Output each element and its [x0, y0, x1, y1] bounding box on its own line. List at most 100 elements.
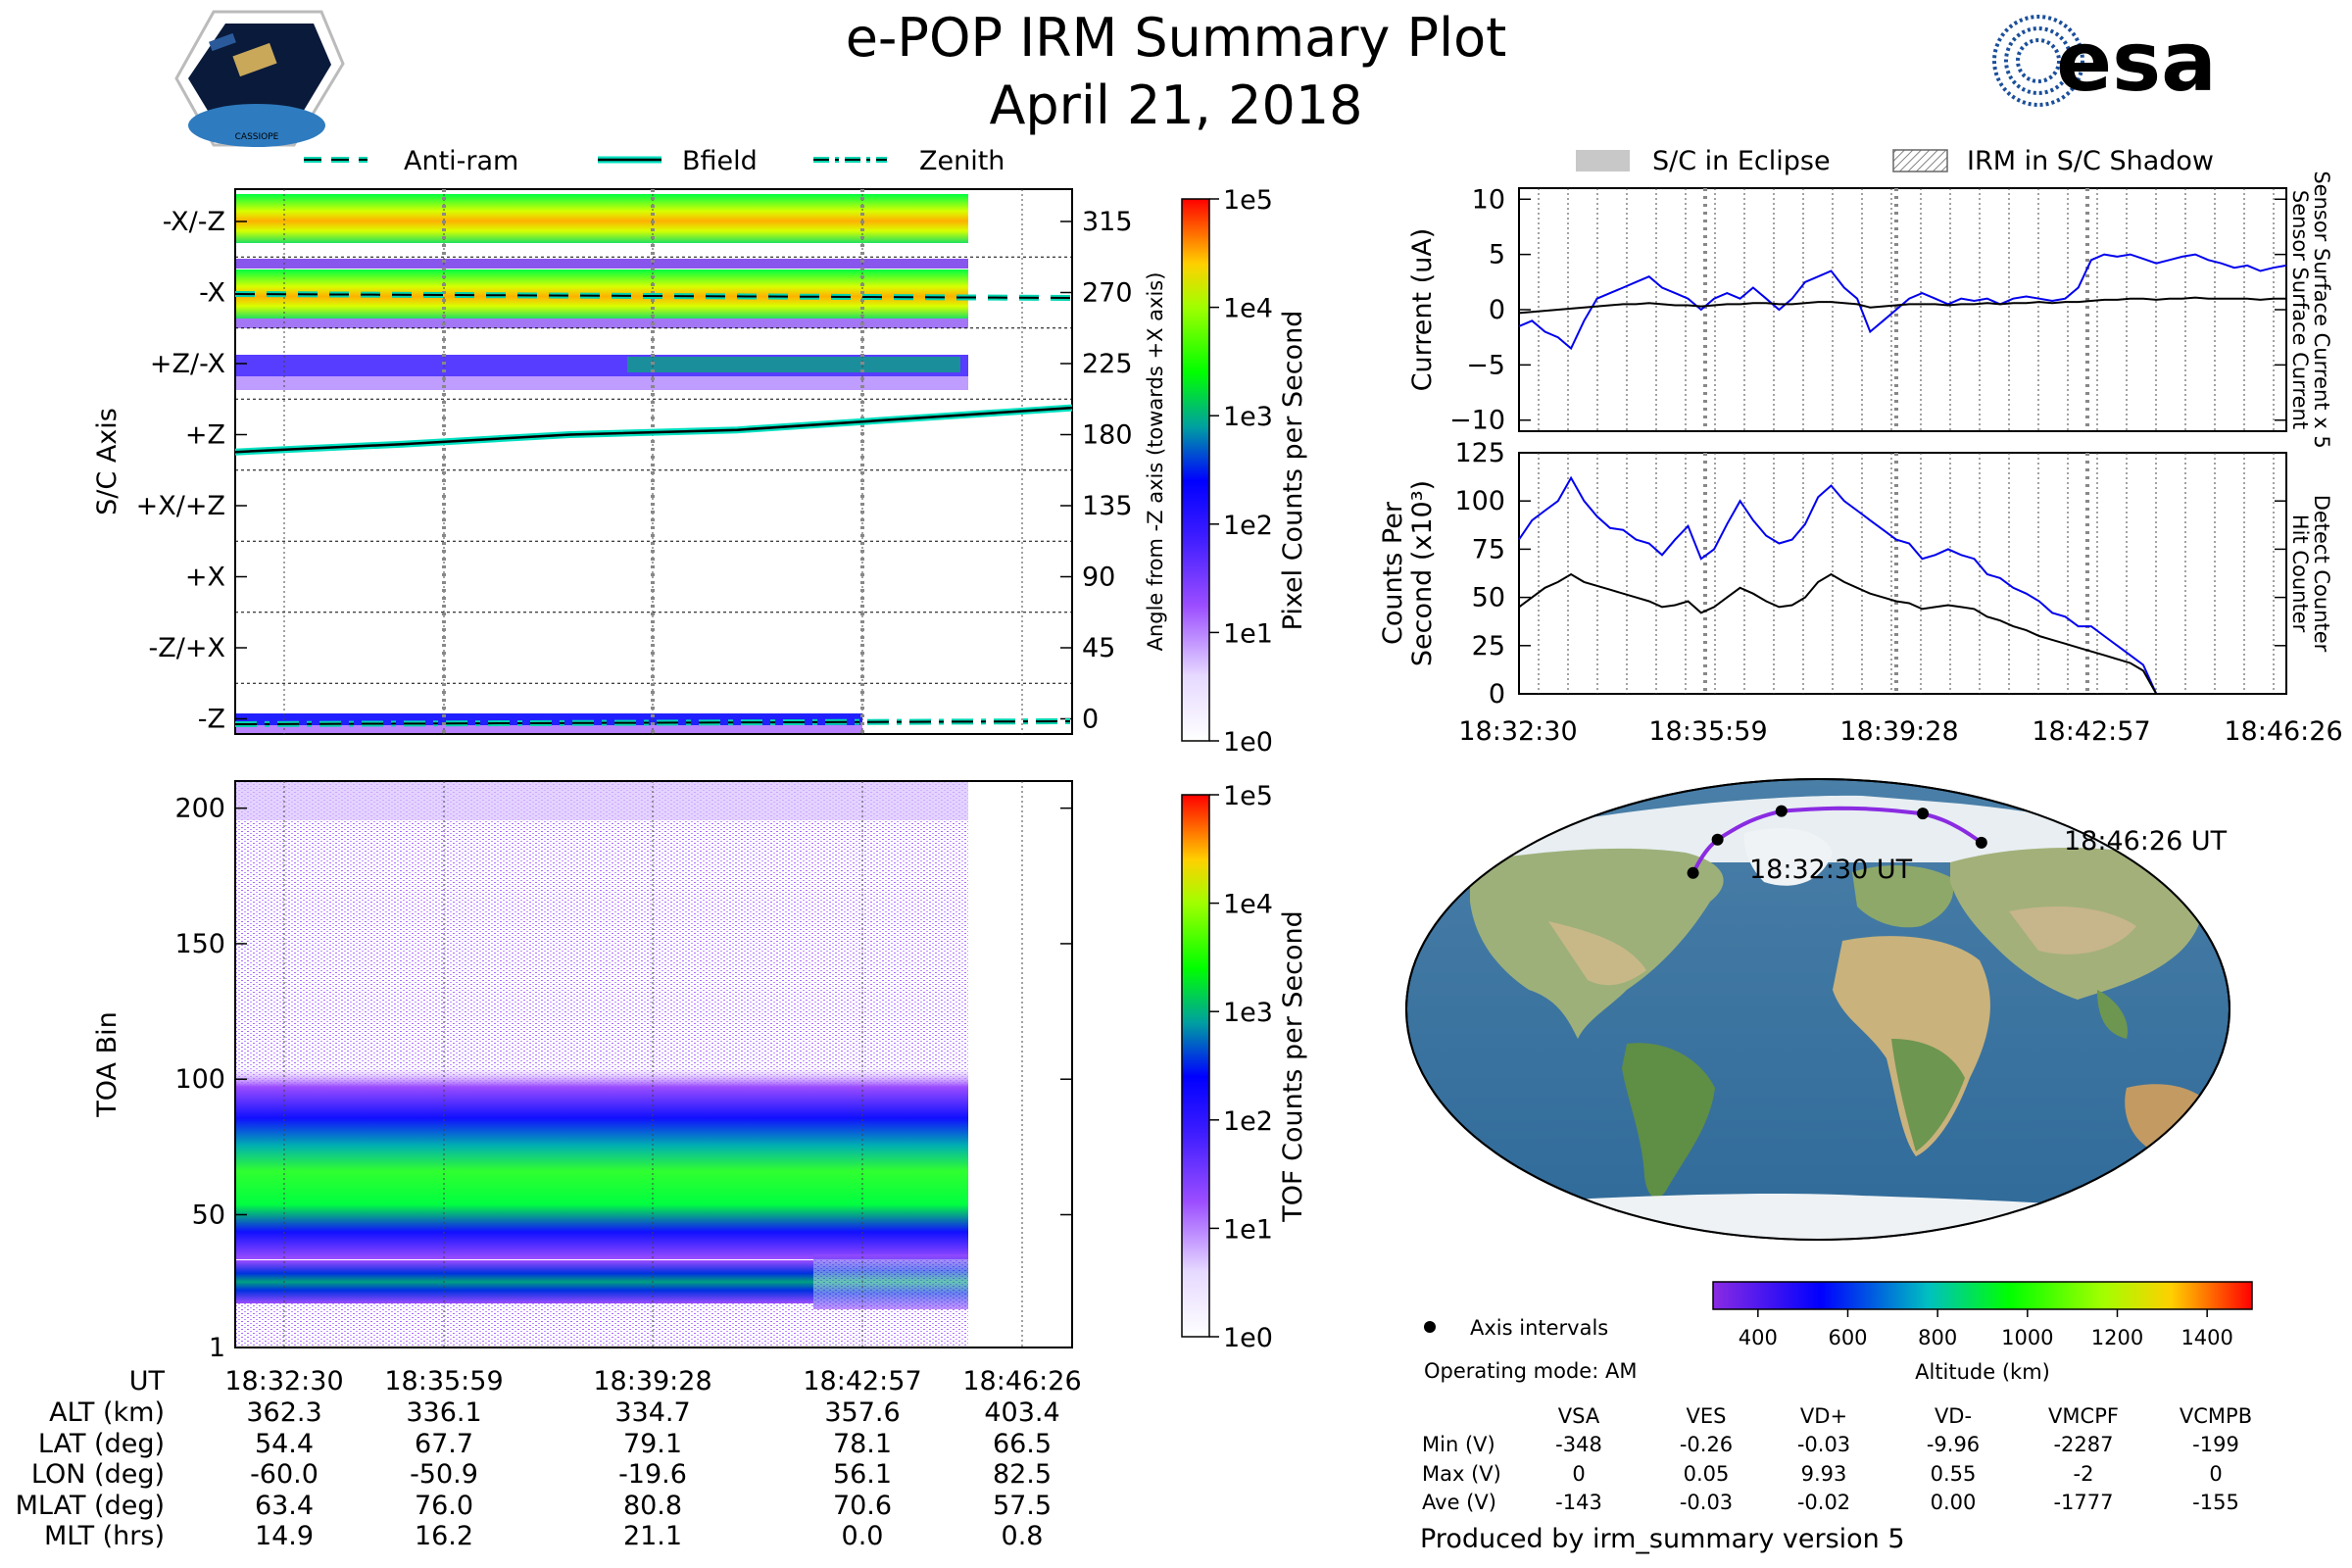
orbit-interval-dot — [1917, 808, 1930, 820]
colorbar-tick: 1e2 — [1223, 511, 1273, 541]
legend-eclipse: S/C in Eclipse — [1652, 146, 1831, 176]
sc-axis-angle-tick: 90 — [1082, 563, 1115, 593]
toa-main-band — [235, 1063, 968, 1259]
ut-cell: 18:46:26 — [962, 1366, 1081, 1396]
esa-logo: esa — [1992, 14, 2217, 110]
ut-cell: 67.7 — [415, 1429, 473, 1459]
voltage-cell: 0.00 — [1931, 1491, 1977, 1514]
ut-row-label: MLAT (deg) — [16, 1491, 165, 1521]
ut-cell: 16.2 — [415, 1521, 473, 1551]
voltage-row-label: Ave (V) — [1422, 1491, 1496, 1514]
ut-row-label: UT — [129, 1366, 166, 1396]
colorbar-tick: 1e3 — [1223, 998, 1273, 1028]
voltage-cell: -2 — [2074, 1462, 2094, 1486]
ut-cell: 54.4 — [255, 1429, 314, 1459]
voltage-cell: 9.93 — [1801, 1462, 1847, 1486]
sensor-current-line — [1518, 296, 2286, 315]
altitude-tick: 1200 — [2091, 1326, 2143, 1349]
toa-tick: 50 — [192, 1200, 225, 1230]
figure-title: e-POP IRM Summary Plot — [846, 7, 1507, 69]
voltage-header: VCMPB — [2180, 1404, 2252, 1428]
sc-axis-category: +Z — [185, 420, 225, 451]
stripe-minus-x-minus-z — [235, 194, 968, 243]
voltage-cell: -0.02 — [1797, 1491, 1850, 1514]
sc-axis-category: -Z — [198, 705, 225, 735]
toa-tick: 150 — [174, 929, 225, 959]
pixel-counts-colorbar: 1e5 1e4 1e3 1e2 1e1 1e0 Pixel Counts per Seco… — [1181, 185, 1308, 758]
toa-ylabel: TOA Bin — [92, 1011, 122, 1117]
ut-cell: -60.0 — [250, 1459, 318, 1490]
sc-axis-category: -X — [199, 278, 225, 309]
altitude-tick: 400 — [1739, 1326, 1778, 1349]
ut-cell: 70.6 — [833, 1491, 892, 1521]
voltage-cell: -348 — [1555, 1433, 1602, 1456]
tof-counts-label: TOF Counts per Second — [1278, 910, 1308, 1223]
voltage-cell: -155 — [2192, 1491, 2239, 1514]
colorbar-tick: 1e0 — [1223, 727, 1273, 758]
ut-cell: 63.4 — [255, 1491, 314, 1521]
colorbar-tick: 1e4 — [1223, 890, 1273, 920]
orbit-map: 18:32:30 UT 18:46:26 UT — [1405, 778, 2230, 1241]
sc-axis-category: +Z/-X — [150, 349, 225, 379]
colorbar-tick: 1e2 — [1223, 1106, 1273, 1137]
orbit-start-label: 18:32:30 UT — [1749, 855, 1913, 885]
ut-cell: 357.6 — [824, 1397, 900, 1428]
ut-table: UT 18:32:30 18:35:59 18:39:28 18:42:57 18:46:… — [16, 1366, 1082, 1551]
voltage-cell: -143 — [1555, 1491, 1602, 1514]
axis-intervals-label: Axis intervals — [1470, 1316, 1608, 1340]
toa-panel: 200 150 100 50 1 TOA Bin — [92, 780, 1073, 1363]
time-tick: 18:39:28 — [1839, 716, 1958, 747]
ut-cell: 18:32:30 — [224, 1366, 343, 1396]
colorbar-tick: 1e1 — [1223, 1214, 1273, 1245]
colorbar-tick: 1e5 — [1223, 185, 1273, 216]
ut-cell: 18:35:59 — [384, 1366, 503, 1396]
time-tick: 18:32:30 — [1458, 716, 1577, 747]
counts-right-label-blue: Detect Counter — [2310, 495, 2333, 653]
hit-counter-line — [1518, 572, 2286, 695]
colorbar-tick: 1e4 — [1223, 294, 1273, 324]
sc-axis-panel: -X/-Z 315 -X 270 +Z/-X 225 +Z 180 +X/+Z 135 +X 90 -Z… — [92, 188, 1167, 735]
sc-axis-y2label: Angle from -Z axis (towards +X axis) — [1144, 272, 1167, 652]
altitude-colorbar: 400 600 800 1000 1200 1400 Altitude (km) — [1712, 1281, 2253, 1384]
orbit-interval-dot — [1975, 836, 1987, 849]
voltage-cell: 0 — [1572, 1462, 1585, 1486]
ut-cell: 403.4 — [984, 1397, 1059, 1428]
colorbar-tick: 1e1 — [1223, 618, 1273, 649]
sc-axis-category: +X — [185, 563, 225, 593]
voltage-header: VD- — [1935, 1404, 1972, 1428]
line-panel-tick: −10 — [1449, 406, 1505, 436]
current-right-label-blue: Sensor Surface Current x 5 — [2310, 171, 2333, 448]
colorbar-tick: 1e5 — [1223, 781, 1273, 811]
line-panel-tick: 5 — [1489, 240, 1505, 270]
antarctica — [1470, 1194, 2205, 1240]
time-tick: 18:35:59 — [1648, 716, 1767, 747]
current-right-label-black: Sensor Surface Current — [2288, 190, 2312, 429]
voltage-cell: -1777 — [2053, 1491, 2113, 1514]
line-panel-tick: 0 — [1489, 295, 1505, 325]
ut-cell: 21.1 — [623, 1521, 682, 1551]
ut-cell: -19.6 — [618, 1459, 687, 1490]
orbit-interval-dot — [1711, 833, 1724, 846]
ut-cell: 80.8 — [623, 1491, 682, 1521]
eclipse-legend: S/C in Eclipse IRM in S/C Shadow — [1576, 146, 2214, 176]
ut-cell: 79.1 — [623, 1429, 682, 1459]
colorbar-tick: 1e3 — [1223, 402, 1273, 432]
ut-cell: 336.1 — [406, 1397, 481, 1428]
legend-zenith: Zenith — [919, 146, 1004, 176]
ut-cell: 82.5 — [993, 1459, 1052, 1490]
orbit-end-label: 18:46:26 UT — [2064, 826, 2228, 857]
ut-row-label: LAT (deg) — [38, 1429, 165, 1459]
voltage-cell: -2287 — [2053, 1433, 2113, 1456]
sc-axis-category: -X/-Z — [163, 207, 225, 237]
ut-cell: 66.5 — [993, 1429, 1052, 1459]
voltage-cell: -9.96 — [1927, 1433, 1980, 1456]
voltage-cell: 0 — [2209, 1462, 2222, 1486]
voltage-cell: -0.26 — [1680, 1433, 1733, 1456]
altitude-tick: 1000 — [2001, 1326, 2053, 1349]
axis-interval-marker — [1424, 1321, 1436, 1333]
ut-cell: 362.3 — [246, 1397, 321, 1428]
toa-tick: 1 — [209, 1333, 225, 1363]
pixel-counts-label: Pixel Counts per Second — [1278, 311, 1308, 631]
line-panel-tick: 75 — [1472, 534, 1505, 564]
